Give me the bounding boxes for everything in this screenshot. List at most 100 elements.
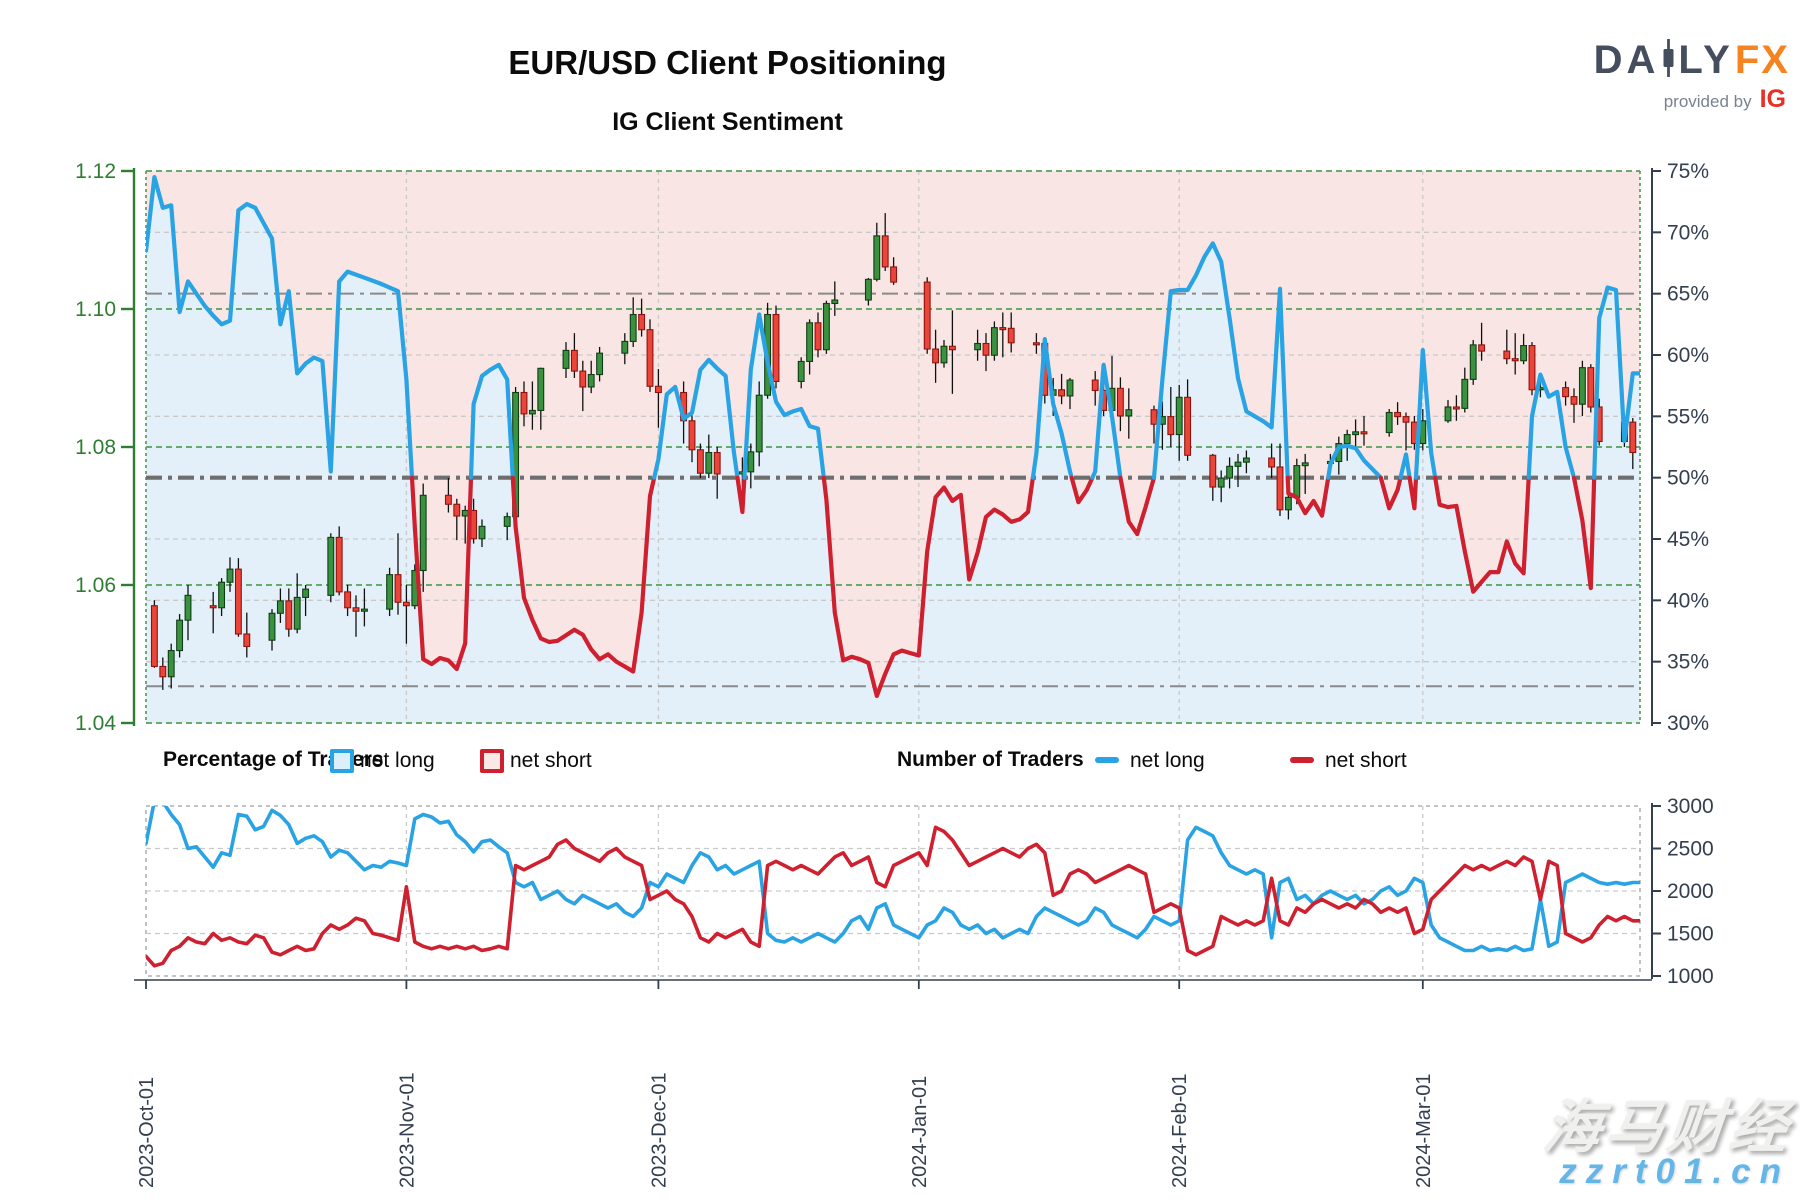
legend-percentage-title: Percentage of Traders — [163, 748, 384, 771]
candle-body — [999, 327, 1007, 331]
horizontal-gridlines — [145, 170, 1641, 724]
candle — [520, 381, 528, 427]
candle — [285, 588, 293, 637]
candle-body — [705, 451, 713, 474]
percent-axis-label: 70% — [1667, 221, 1709, 244]
candle-body — [654, 385, 662, 394]
candle-body — [1242, 457, 1250, 463]
candle-body — [1226, 465, 1234, 479]
candle-body — [1520, 345, 1528, 362]
candle — [1520, 333, 1528, 365]
candle — [1385, 409, 1393, 437]
candle-body — [940, 345, 948, 364]
candle-body — [923, 281, 931, 350]
candle-body — [864, 278, 872, 301]
candle-body — [1234, 461, 1242, 467]
candle — [209, 591, 217, 634]
percent-axis-label: 55% — [1667, 405, 1709, 428]
candle-body — [570, 349, 578, 372]
candle-body — [621, 340, 629, 354]
legend-net-long-label: net long — [360, 749, 435, 772]
candle — [1217, 470, 1225, 503]
candle — [1629, 418, 1637, 470]
candle — [932, 329, 940, 383]
sentiment-line-segment — [1592, 285, 1640, 480]
chart-title: EUR/USD Client Positioning — [508, 44, 947, 81]
dailyfx-logo: DA LY FX provided by IG — [1518, 38, 1790, 114]
candle-body — [646, 329, 654, 387]
chart-subtitle: IG Client Sentiment — [612, 108, 843, 136]
candle — [797, 357, 805, 389]
candle — [537, 367, 545, 430]
candle — [218, 578, 226, 617]
candle-body — [822, 302, 830, 351]
candle-body — [444, 494, 452, 505]
x-axis-label: 2024-Feb-01 — [1169, 1073, 1191, 1188]
price-axis-label: 1.10 — [75, 298, 116, 321]
candle-body — [268, 612, 276, 641]
lower-axes: 3000 2500 2000 1500 1000 — [1651, 795, 1714, 988]
candle — [243, 612, 251, 658]
candle — [1268, 443, 1276, 479]
candle-body — [394, 574, 402, 603]
candle-body — [1469, 344, 1477, 380]
candle-body — [1268, 457, 1276, 468]
logo-text-ly: LY — [1678, 38, 1734, 82]
candle-body — [1091, 379, 1099, 391]
x-axis-label: 2024-Mar-01 — [1413, 1073, 1435, 1188]
sentiment-line-segment — [735, 475, 747, 515]
candle — [629, 297, 637, 347]
x-axis-label: 2023-Dec-01 — [648, 1072, 670, 1188]
candle — [1461, 367, 1469, 413]
count-axis-label: 3000 — [1667, 795, 1714, 818]
candle-body — [629, 313, 637, 342]
count-axis-label: 1000 — [1667, 965, 1714, 988]
candle — [1578, 360, 1586, 416]
candle — [587, 360, 595, 394]
candle — [1242, 450, 1250, 474]
x-axis-label: 2024-Jan-01 — [909, 1076, 931, 1188]
candle-body — [1511, 358, 1519, 362]
candle — [402, 585, 410, 644]
sentiment-line-segment — [1151, 241, 1290, 480]
candle-body — [1394, 411, 1402, 418]
candle — [335, 526, 343, 596]
candle-body — [806, 322, 814, 362]
candle — [1184, 379, 1192, 461]
x-axis-label: 2023-Oct-01 — [136, 1077, 158, 1188]
candle — [386, 567, 394, 617]
provided-by-label: provided by — [1663, 92, 1752, 111]
candle-body — [352, 607, 360, 612]
candle-body — [1167, 416, 1175, 436]
candle-body — [797, 360, 805, 383]
sentiment-line-segment — [1407, 475, 1419, 511]
count-axis-label: 2000 — [1667, 880, 1714, 903]
candle — [1058, 373, 1066, 405]
candle — [419, 483, 427, 592]
candle-body — [747, 451, 755, 473]
legend-net-short-swatch — [480, 749, 504, 773]
candle-body — [1175, 396, 1183, 436]
candle — [167, 643, 175, 689]
sentiment-line-segment — [510, 475, 657, 674]
candle — [696, 443, 704, 479]
candle-body — [688, 420, 696, 451]
candle — [1091, 371, 1099, 406]
sentiment-line-segment — [409, 475, 474, 672]
sentiment-line — [146, 175, 1640, 699]
sentiment-line-segment — [821, 475, 1036, 699]
candle — [344, 585, 352, 617]
candle-body — [1478, 344, 1486, 352]
candle-body — [478, 525, 486, 540]
candle — [1284, 491, 1292, 520]
candle-body — [1360, 431, 1368, 435]
legend-net-long-swatch — [330, 749, 354, 773]
candle-body — [209, 605, 217, 609]
sentiment-line-segment — [742, 312, 826, 480]
candle — [1452, 395, 1460, 421]
candle-body — [1461, 378, 1469, 409]
candle — [1503, 329, 1511, 365]
candle-body — [150, 605, 158, 667]
